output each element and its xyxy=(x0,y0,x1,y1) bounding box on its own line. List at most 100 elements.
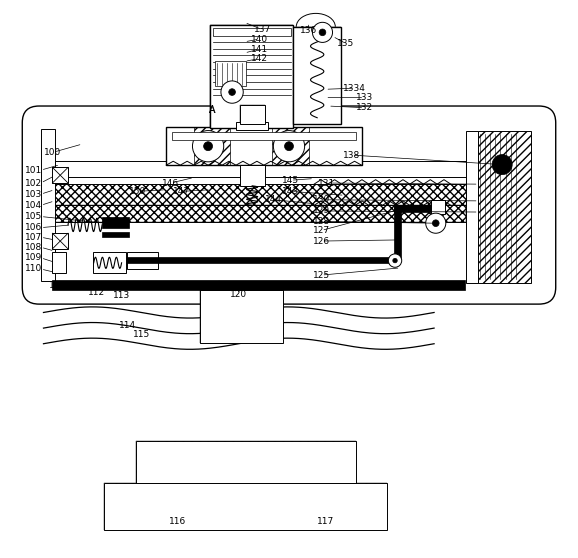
Text: 137: 137 xyxy=(254,25,271,34)
Text: 136: 136 xyxy=(300,26,317,35)
Text: 117: 117 xyxy=(317,517,334,526)
Bar xyxy=(52,205,466,222)
Text: 101: 101 xyxy=(25,166,43,175)
Bar xyxy=(92,252,126,273)
Circle shape xyxy=(492,155,512,175)
Text: A: A xyxy=(209,106,215,115)
Text: 150: 150 xyxy=(128,187,146,196)
Bar xyxy=(216,61,246,86)
Text: 122: 122 xyxy=(247,281,264,290)
Bar xyxy=(240,165,265,186)
Bar xyxy=(394,205,439,212)
Bar xyxy=(272,127,309,165)
Text: 105: 105 xyxy=(25,212,43,221)
Text: 126: 126 xyxy=(313,237,330,246)
Bar xyxy=(53,167,68,183)
Circle shape xyxy=(273,131,305,162)
Text: 130: 130 xyxy=(313,195,330,204)
Text: 127: 127 xyxy=(313,226,330,235)
Text: 141: 141 xyxy=(251,45,268,54)
Text: 138: 138 xyxy=(343,151,361,160)
Bar xyxy=(102,217,129,228)
Text: 147: 147 xyxy=(173,187,190,196)
Circle shape xyxy=(221,81,243,103)
Bar xyxy=(477,131,531,283)
Bar xyxy=(466,131,477,283)
Text: 102: 102 xyxy=(25,179,43,187)
Bar xyxy=(294,27,341,124)
Circle shape xyxy=(229,89,235,95)
Bar xyxy=(431,200,445,214)
Text: 100: 100 xyxy=(45,148,62,157)
Bar xyxy=(210,25,294,128)
Circle shape xyxy=(319,29,326,36)
Circle shape xyxy=(426,213,446,233)
Text: 128: 128 xyxy=(313,217,330,226)
Bar xyxy=(240,105,265,124)
Text: 145: 145 xyxy=(282,176,299,185)
Circle shape xyxy=(284,142,294,151)
Bar xyxy=(40,129,55,281)
Bar xyxy=(240,105,265,124)
Text: A: A xyxy=(209,105,216,116)
Bar xyxy=(294,27,341,124)
Text: 142: 142 xyxy=(251,54,268,63)
Text: 113: 113 xyxy=(113,291,130,300)
Circle shape xyxy=(432,220,439,227)
Bar xyxy=(210,25,294,128)
Bar xyxy=(103,483,387,530)
Bar xyxy=(166,127,362,165)
Text: 116: 116 xyxy=(169,517,186,526)
Circle shape xyxy=(388,254,402,267)
Bar xyxy=(240,165,265,186)
Text: 129: 129 xyxy=(313,206,330,215)
Text: 111: 111 xyxy=(49,281,66,290)
Circle shape xyxy=(393,258,397,263)
Text: 135: 135 xyxy=(338,39,354,48)
Circle shape xyxy=(313,22,332,42)
Text: 115: 115 xyxy=(132,330,150,339)
Bar xyxy=(213,28,291,36)
Bar xyxy=(52,161,466,177)
Text: 120: 120 xyxy=(230,290,247,299)
Bar xyxy=(102,232,129,237)
Text: 131: 131 xyxy=(318,179,336,187)
Bar xyxy=(394,206,401,259)
FancyBboxPatch shape xyxy=(23,106,555,304)
Bar xyxy=(52,205,466,222)
Text: 144: 144 xyxy=(265,195,283,204)
Bar xyxy=(200,290,283,343)
Bar xyxy=(172,132,356,140)
Bar xyxy=(52,184,466,205)
Text: 132: 132 xyxy=(356,103,373,112)
Text: 124: 124 xyxy=(307,281,324,290)
Bar xyxy=(52,280,465,290)
Text: 110: 110 xyxy=(25,264,43,273)
Text: 140: 140 xyxy=(251,35,268,44)
Text: 109: 109 xyxy=(25,253,43,262)
Bar xyxy=(127,252,158,269)
Text: 114: 114 xyxy=(118,321,136,330)
Text: 106: 106 xyxy=(25,223,43,232)
Bar xyxy=(103,483,387,530)
Text: 146: 146 xyxy=(162,179,179,187)
Bar xyxy=(194,127,231,165)
Text: 107: 107 xyxy=(25,233,43,242)
Circle shape xyxy=(192,131,224,162)
Bar xyxy=(200,290,283,343)
Text: 108: 108 xyxy=(25,243,43,252)
Text: 133: 133 xyxy=(355,93,373,102)
Text: 143: 143 xyxy=(282,187,299,196)
Text: 1334: 1334 xyxy=(343,84,366,93)
Bar xyxy=(127,257,395,263)
Text: 123: 123 xyxy=(273,281,290,290)
Text: 125: 125 xyxy=(313,271,330,280)
Text: 112: 112 xyxy=(88,288,105,297)
Text: 104: 104 xyxy=(25,201,43,210)
Bar xyxy=(52,252,66,273)
Bar xyxy=(53,233,68,249)
Bar xyxy=(136,441,356,483)
Text: 121: 121 xyxy=(222,281,239,290)
Circle shape xyxy=(203,142,213,151)
Bar xyxy=(136,441,356,483)
